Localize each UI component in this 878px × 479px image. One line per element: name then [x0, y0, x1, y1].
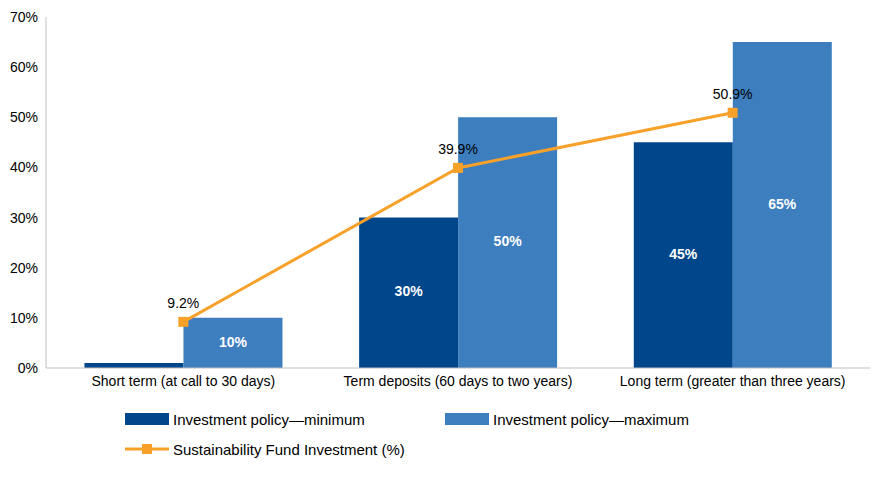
html-text:Sustainability Fund Investment: Sustainability Fund Investment (%): [173, 440, 405, 458]
svg-text:70%: 70%: [10, 9, 38, 25]
svg-text:30%: 30%: [10, 210, 38, 226]
svg-text:9.2%: 9.2%: [167, 295, 199, 311]
html-text:Investment policy—minimum: Investment policy—minimum: [173, 410, 365, 428]
svg-text:50%: 50%: [494, 233, 523, 249]
svg-text:10%: 10%: [219, 334, 248, 350]
svg-text:50%: 50%: [10, 109, 38, 125]
svg-text:10%: 10%: [10, 310, 38, 326]
svg-text:Long term (greater than three: Long term (greater than three years): [620, 373, 846, 389]
svg-text:Term deposits (60 days to two: Term deposits (60 days to two years): [344, 373, 573, 389]
svg-text:65%: 65%: [768, 196, 797, 212]
svg-text:40%: 40%: [10, 159, 38, 175]
svg-text:20%: 20%: [10, 260, 38, 276]
svg-text:60%: 60%: [10, 59, 38, 75]
svg-text:39.9%: 39.9%: [438, 141, 478, 157]
svg-text:30%: 30%: [395, 283, 424, 299]
svg-text:50.9%: 50.9%: [713, 86, 753, 102]
svg-text:Short term (at call to 30 days: Short term (at call to 30 days): [92, 373, 276, 389]
svg-text:0%: 0%: [18, 360, 38, 376]
svg-text:45%: 45%: [669, 246, 698, 262]
html-text:Investment policy—maximum: Investment policy—maximum: [493, 410, 689, 428]
